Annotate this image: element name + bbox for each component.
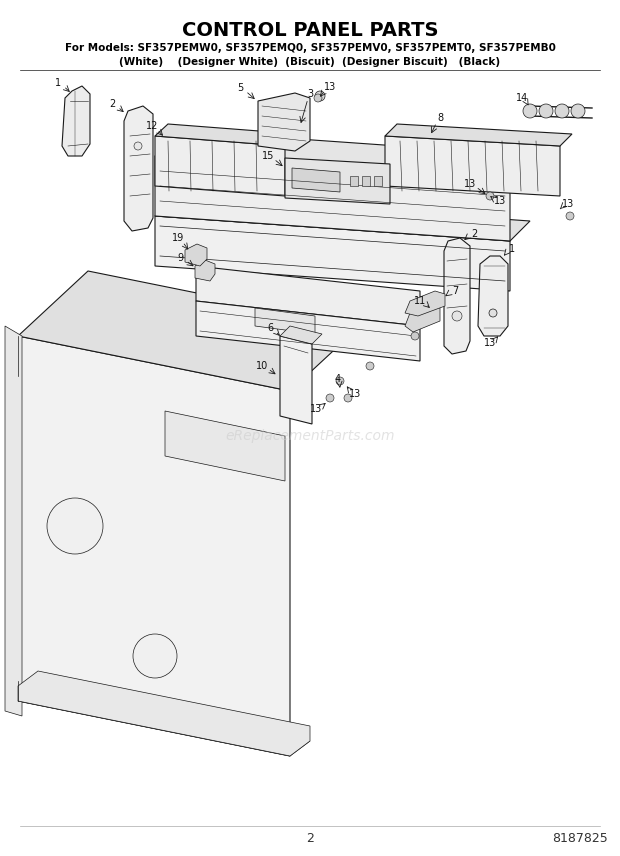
Text: CONTROL PANEL PARTS: CONTROL PANEL PARTS [182, 21, 438, 39]
Circle shape [539, 104, 553, 118]
Circle shape [134, 142, 142, 150]
Polygon shape [18, 271, 360, 391]
Polygon shape [196, 301, 420, 361]
Circle shape [336, 377, 344, 385]
Polygon shape [62, 86, 90, 156]
Polygon shape [124, 106, 153, 231]
Text: 3: 3 [307, 89, 313, 99]
Polygon shape [5, 326, 22, 716]
Polygon shape [405, 306, 440, 332]
Polygon shape [405, 291, 445, 316]
Text: 13: 13 [484, 338, 496, 348]
Polygon shape [18, 671, 310, 756]
Polygon shape [155, 124, 298, 146]
Circle shape [489, 309, 497, 317]
Text: For Models: SF357PEMW0, SF357PEMQ0, SF357PEMV0, SF357PEMT0, SF357PEMB0: For Models: SF357PEMW0, SF357PEMQ0, SF35… [64, 43, 556, 53]
Polygon shape [385, 136, 560, 196]
Polygon shape [478, 256, 508, 336]
Text: 2: 2 [109, 99, 115, 109]
Polygon shape [280, 336, 312, 424]
Polygon shape [196, 266, 420, 326]
Text: 13: 13 [349, 389, 361, 399]
Circle shape [326, 394, 334, 402]
Text: 19: 19 [172, 233, 184, 243]
Circle shape [486, 192, 494, 200]
Polygon shape [280, 326, 322, 344]
Polygon shape [155, 156, 510, 241]
Polygon shape [165, 411, 285, 481]
Polygon shape [155, 136, 285, 196]
Text: 11: 11 [414, 296, 426, 306]
Polygon shape [292, 168, 340, 192]
Circle shape [366, 362, 374, 370]
Circle shape [411, 332, 419, 340]
Polygon shape [18, 686, 310, 756]
Circle shape [452, 311, 462, 321]
Text: 15: 15 [262, 151, 274, 161]
Bar [350, 176, 358, 186]
Polygon shape [18, 336, 290, 756]
Text: 10: 10 [256, 361, 268, 371]
Polygon shape [285, 158, 390, 204]
Text: 9: 9 [177, 253, 183, 263]
Text: 13: 13 [310, 404, 322, 414]
Polygon shape [155, 196, 530, 241]
Text: 6: 6 [267, 323, 273, 333]
Text: 2: 2 [306, 831, 314, 845]
Polygon shape [258, 93, 310, 151]
Bar [374, 176, 382, 186]
Polygon shape [185, 244, 207, 266]
Text: 12: 12 [146, 121, 158, 131]
Text: 13: 13 [562, 199, 574, 209]
Polygon shape [155, 216, 510, 291]
Text: 2: 2 [471, 229, 477, 239]
Circle shape [555, 104, 569, 118]
Circle shape [47, 498, 103, 554]
Text: eReplacementParts.com: eReplacementParts.com [225, 429, 395, 443]
Text: 1: 1 [55, 78, 61, 88]
Text: (White)    (Designer White)  (Biscuit)  (Designer Biscuit)   (Black): (White) (Designer White) (Biscuit) (Desi… [120, 57, 500, 67]
Text: 8187825: 8187825 [552, 831, 608, 845]
Polygon shape [444, 238, 470, 354]
Text: 13: 13 [324, 82, 336, 92]
Polygon shape [255, 308, 315, 334]
Circle shape [314, 94, 322, 102]
Polygon shape [155, 131, 540, 181]
Text: 7: 7 [452, 286, 458, 296]
Circle shape [315, 91, 325, 101]
Text: 13: 13 [494, 196, 506, 206]
Bar [362, 176, 370, 186]
Text: 14: 14 [516, 93, 528, 103]
Polygon shape [385, 124, 572, 146]
Text: 8: 8 [437, 113, 443, 123]
Text: 4: 4 [335, 374, 341, 384]
Circle shape [133, 634, 177, 678]
Polygon shape [195, 260, 215, 281]
Text: 1: 1 [509, 244, 515, 254]
Circle shape [571, 104, 585, 118]
Text: 13: 13 [464, 179, 476, 189]
Text: 5: 5 [237, 83, 243, 93]
Circle shape [344, 394, 352, 402]
Circle shape [523, 104, 537, 118]
Circle shape [566, 212, 574, 220]
